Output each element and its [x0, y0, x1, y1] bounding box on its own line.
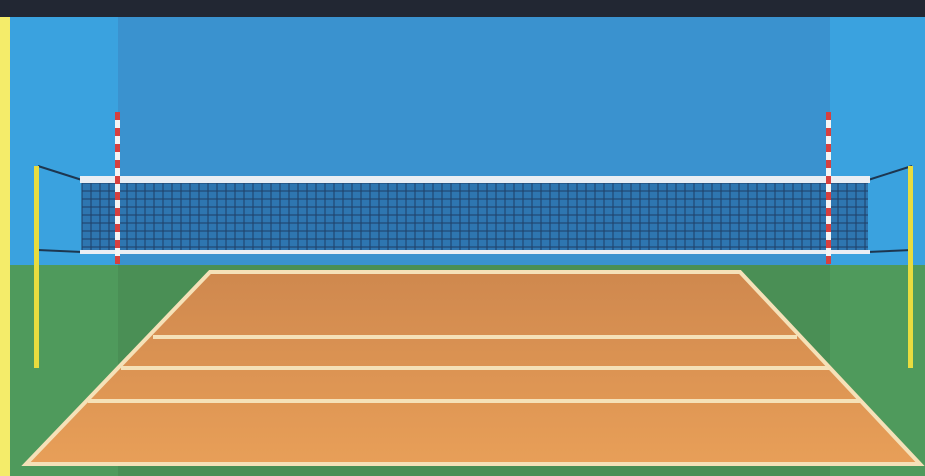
right-cable-lower — [867, 249, 913, 253]
antenna-stripe — [115, 240, 120, 248]
antenna-stripe — [115, 232, 120, 240]
antenna-stripe — [115, 200, 120, 208]
antenna-stripe — [826, 168, 831, 176]
antenna-stripe — [115, 128, 120, 136]
antenna-stripe — [115, 152, 120, 160]
antenna-stripe — [115, 216, 120, 224]
antenna-stripe — [826, 248, 831, 256]
left-cable — [37, 165, 83, 181]
antenna-stripe — [826, 176, 831, 184]
right-antenna-icon — [826, 112, 831, 264]
antenna-stripe — [826, 128, 831, 136]
antenna-stripe — [115, 184, 120, 192]
antenna-stripe — [826, 224, 831, 232]
right-cable — [867, 165, 913, 181]
antenna-stripe — [115, 160, 120, 168]
left-cable-lower — [37, 249, 83, 253]
net-mesh — [81, 182, 868, 251]
antenna-stripe — [115, 224, 120, 232]
antenna-stripe — [826, 144, 831, 152]
right-post-icon — [908, 166, 913, 368]
left-antenna-icon — [115, 112, 120, 264]
antenna-stripe — [115, 168, 120, 176]
antenna-stripe — [826, 184, 831, 192]
antenna-stripe — [115, 208, 120, 216]
top-bar — [0, 0, 925, 17]
antenna-stripe — [826, 112, 831, 120]
antenna-stripe — [115, 248, 120, 256]
antenna-stripe — [826, 200, 831, 208]
antenna-stripe — [115, 176, 120, 184]
antenna-stripe — [115, 256, 120, 264]
antenna-stripe — [115, 120, 120, 128]
antenna-stripe — [826, 136, 831, 144]
antenna-stripe — [115, 112, 120, 120]
antenna-stripe — [115, 144, 120, 152]
antenna-stripe — [826, 240, 831, 248]
antenna-stripe — [115, 192, 120, 200]
net-top-band — [80, 176, 870, 183]
antenna-stripe — [826, 256, 831, 264]
left-post-icon — [34, 166, 39, 368]
net-body — [82, 182, 868, 252]
antenna-stripe — [115, 136, 120, 144]
antenna-stripe — [826, 120, 831, 128]
court-lines — [88, 335, 862, 403]
antenna-stripe — [826, 192, 831, 200]
antenna-stripe — [826, 160, 831, 168]
antenna-stripe — [826, 152, 831, 160]
net-icon — [80, 176, 870, 254]
antenna-stripe — [826, 216, 831, 224]
antenna-stripe — [826, 232, 831, 240]
antenna-stripe — [826, 208, 831, 216]
net-bottom-band — [80, 250, 870, 254]
